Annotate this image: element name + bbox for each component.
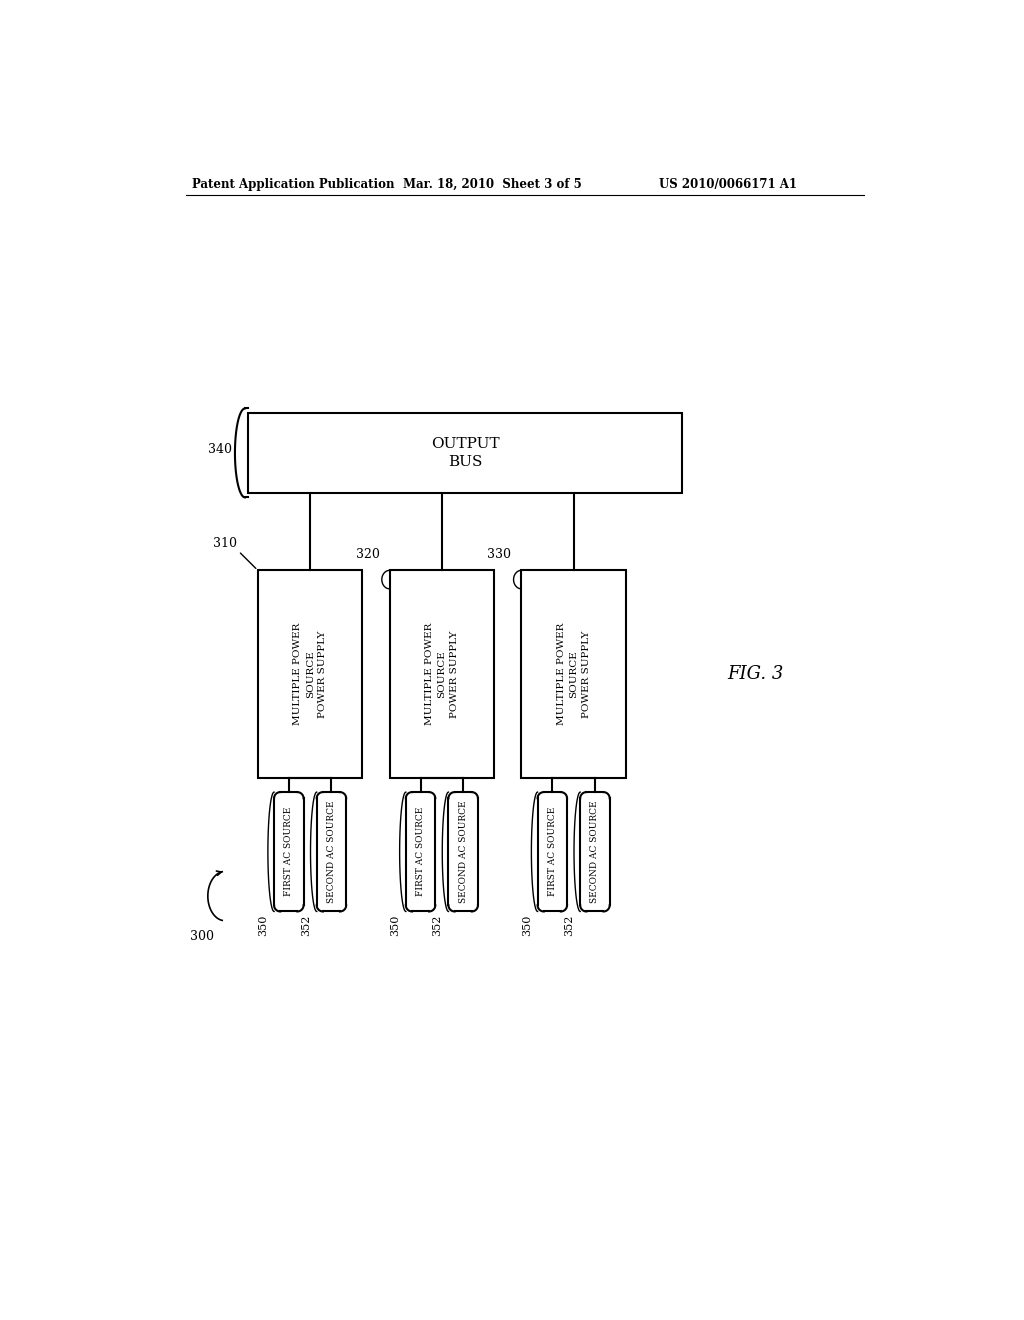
Text: 330: 330 <box>487 548 511 561</box>
Text: 350: 350 <box>258 915 268 936</box>
Text: FIRST AC SOURCE: FIRST AC SOURCE <box>548 807 557 896</box>
Text: MULTIPLE POWER
SOURCE
POWER SUPPLY: MULTIPLE POWER SOURCE POWER SUPPLY <box>425 623 459 726</box>
Text: 340: 340 <box>208 442 231 455</box>
Text: 350: 350 <box>522 915 531 936</box>
Bar <box>258 570 362 779</box>
Text: SECOND AC SOURCE: SECOND AC SOURCE <box>591 800 599 903</box>
Bar <box>389 570 495 779</box>
Text: 300: 300 <box>189 929 214 942</box>
Text: 352: 352 <box>564 915 574 936</box>
Text: 310: 310 <box>213 536 237 549</box>
Text: 320: 320 <box>355 548 380 561</box>
Text: OUTPUT
BUS: OUTPUT BUS <box>431 437 500 469</box>
Text: 350: 350 <box>390 915 400 936</box>
Text: MULTIPLE POWER
SOURCE
POWER SUPPLY: MULTIPLE POWER SOURCE POWER SUPPLY <box>557 623 591 726</box>
Text: SECOND AC SOURCE: SECOND AC SOURCE <box>327 800 336 903</box>
Text: MULTIPLE POWER
SOURCE
POWER SUPPLY: MULTIPLE POWER SOURCE POWER SUPPLY <box>293 623 327 726</box>
Text: 352: 352 <box>432 915 442 936</box>
Text: Patent Application Publication: Patent Application Publication <box>191 178 394 190</box>
Bar <box>248 413 682 494</box>
Text: FIG. 3: FIG. 3 <box>728 665 784 684</box>
Text: FIRST AC SOURCE: FIRST AC SOURCE <box>416 807 425 896</box>
Text: 352: 352 <box>301 915 311 936</box>
Text: US 2010/0066171 A1: US 2010/0066171 A1 <box>658 178 797 190</box>
Text: SECOND AC SOURCE: SECOND AC SOURCE <box>459 800 468 903</box>
Text: Mar. 18, 2010  Sheet 3 of 5: Mar. 18, 2010 Sheet 3 of 5 <box>403 178 582 190</box>
Bar <box>521 570 626 779</box>
Text: FIRST AC SOURCE: FIRST AC SOURCE <box>285 807 293 896</box>
